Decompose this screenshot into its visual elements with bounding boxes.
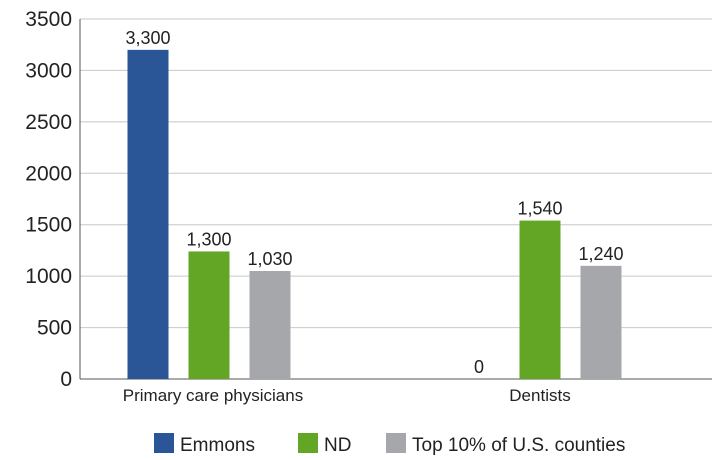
y-tick-label: 2000 — [25, 162, 72, 185]
x-axis-categories: Primary care physicians Dentists — [123, 386, 571, 405]
legend-label: Top 10% of U.S. counties — [412, 435, 625, 456]
legend-label: ND — [324, 435, 351, 456]
y-tick-label: 500 — [37, 317, 72, 340]
y-tick-label: 3500 — [25, 8, 72, 31]
data-label: 1,300 — [186, 229, 231, 249]
bar-nd-1 — [519, 220, 561, 379]
x-category-label: Dentists — [509, 386, 570, 405]
data-label: 1,540 — [517, 199, 562, 219]
legend-swatch — [386, 433, 406, 453]
y-tick-label: 1500 — [25, 214, 72, 237]
y-tick-label: 2500 — [25, 111, 72, 134]
legend-label: Emmons — [180, 435, 255, 456]
y-axis-ticks: 0 500 1000 1500 2000 2500 3000 3500 — [25, 8, 72, 391]
x-category-label: Primary care physicians — [123, 386, 303, 405]
data-labels: 3,300 1,300 1,030 0 1,540 1,240 — [125, 28, 623, 377]
legend: Emmons ND Top 10% of U.S. counties — [154, 433, 625, 456]
data-label: 3,300 — [125, 28, 170, 48]
data-label: 1,030 — [247, 249, 292, 269]
legend-swatch — [154, 433, 174, 453]
data-label: 0 — [474, 357, 484, 377]
data-label: 1,240 — [578, 244, 623, 264]
y-tick-label: 1000 — [25, 265, 72, 288]
bar-top-10-of-u-s-counties-1 — [580, 265, 622, 379]
bar-top-10-of-u-s-counties-0 — [249, 271, 291, 379]
bar-nd-0 — [188, 251, 230, 379]
bar-emmons-0 — [127, 49, 169, 379]
gridlines — [80, 18, 712, 329]
y-tick-label: 0 — [60, 368, 72, 391]
y-tick-label: 3000 — [25, 59, 72, 82]
legend-swatch — [298, 433, 318, 453]
bars — [127, 49, 622, 379]
